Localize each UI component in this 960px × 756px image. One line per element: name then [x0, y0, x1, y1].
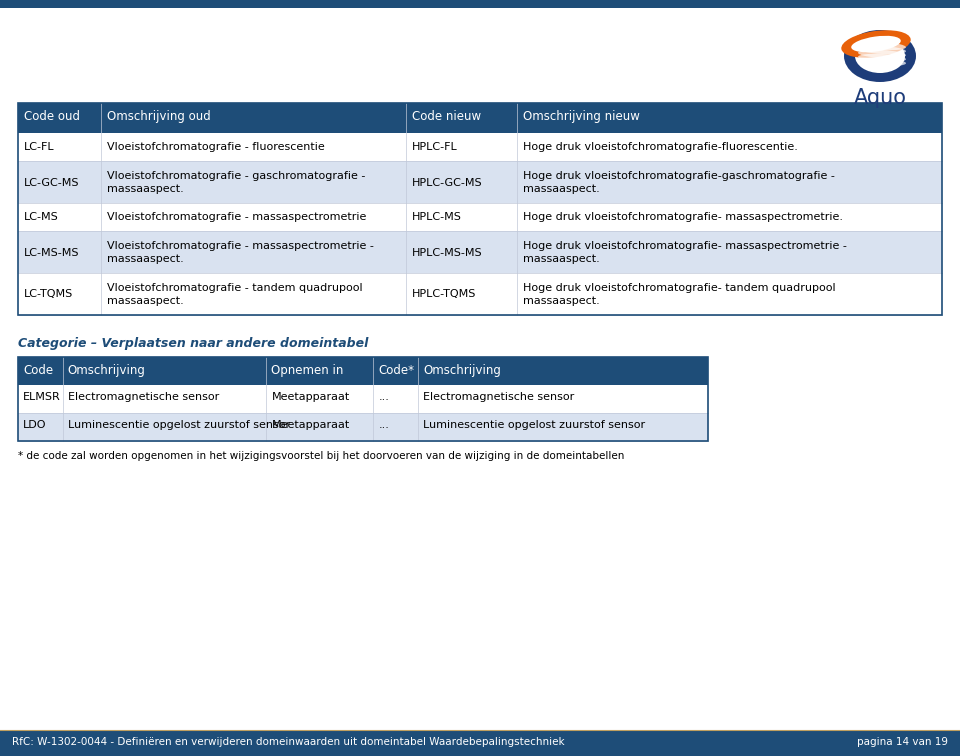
Text: RfC: W-1302-0044 - Definiëren en verwijderen domeinwaarden uit domeintabel Waard: RfC: W-1302-0044 - Definiëren en verwijd… — [12, 737, 564, 747]
Text: massaaspect.: massaaspect. — [523, 184, 600, 194]
Bar — [18, 133, 942, 161]
Text: LC-TQMS: LC-TQMS — [24, 290, 73, 299]
Text: ELMSR: ELMSR — [23, 392, 60, 402]
Text: massaaspect.: massaaspect. — [108, 254, 184, 264]
Text: Luminescentie opgelost zuurstof sensor: Luminescentie opgelost zuurstof sensor — [423, 420, 645, 430]
Text: HPLC-MS-MS: HPLC-MS-MS — [412, 247, 483, 258]
Text: pagina 14 van 19: pagina 14 van 19 — [857, 737, 948, 747]
Text: Electromagnetische sensor: Electromagnetische sensor — [68, 392, 219, 402]
Text: HPLC-TQMS: HPLC-TQMS — [412, 290, 476, 299]
Text: massaaspect.: massaaspect. — [523, 254, 600, 264]
Text: LC-GC-MS: LC-GC-MS — [24, 178, 80, 187]
Ellipse shape — [858, 42, 906, 50]
Text: * de code zal worden opgenomen in het wijzigingsvoorstel bij het doorvoeren van : * de code zal worden opgenomen in het wi… — [18, 451, 624, 461]
Bar — [18, 385, 708, 413]
Text: Omschrijving: Omschrijving — [423, 364, 501, 377]
Text: LC-MS-MS: LC-MS-MS — [24, 247, 80, 258]
Text: Hoge druk vloeistofchromatografie-gaschromatografie -: Hoge druk vloeistofchromatografie-gaschr… — [523, 171, 835, 181]
Bar — [18, 357, 708, 385]
Bar — [18, 231, 942, 273]
Text: Vloeistofchromatografie - fluorescentie: Vloeistofchromatografie - fluorescentie — [108, 142, 324, 153]
Text: Meetapparaat: Meetapparaat — [272, 420, 349, 430]
Text: Hoge druk vloeistofchromatografie- tandem quadrupool: Hoge druk vloeistofchromatografie- tande… — [523, 283, 835, 293]
Ellipse shape — [844, 30, 916, 82]
Bar — [18, 413, 708, 441]
Text: Electromagnetische sensor: Electromagnetische sensor — [423, 392, 574, 402]
Text: Hoge druk vloeistofchromatografie- massaspectrometrie -: Hoge druk vloeistofchromatografie- massa… — [523, 241, 847, 251]
Text: massaaspect.: massaaspect. — [108, 184, 184, 194]
Ellipse shape — [858, 46, 906, 54]
Text: Code nieuw: Code nieuw — [412, 110, 481, 123]
Text: Opnemen in: Opnemen in — [272, 364, 344, 377]
Text: Vloeistofchromatografie - tandem quadrupool: Vloeistofchromatografie - tandem quadrup… — [108, 283, 363, 293]
Bar — [18, 103, 942, 133]
Text: Categorie – Verplaatsen naar andere domeintabel: Categorie – Verplaatsen naar andere dome… — [18, 337, 369, 350]
Bar — [18, 273, 942, 315]
Text: HPLC-FL: HPLC-FL — [412, 142, 458, 153]
Text: Code*: Code* — [378, 364, 415, 377]
Bar — [18, 357, 708, 441]
Text: ...: ... — [378, 420, 389, 430]
Text: Omschrijving: Omschrijving — [68, 364, 146, 377]
Bar — [0, 0, 960, 8]
Text: Luminescentie opgelost zuurstof sensor: Luminescentie opgelost zuurstof sensor — [68, 420, 290, 430]
Ellipse shape — [858, 57, 906, 67]
Ellipse shape — [858, 50, 906, 58]
Bar — [18, 203, 942, 231]
Text: massaaspect.: massaaspect. — [108, 296, 184, 306]
Text: Omschrijving nieuw: Omschrijving nieuw — [523, 110, 639, 123]
Text: HPLC-MS: HPLC-MS — [412, 212, 462, 222]
Bar — [0, 730, 960, 756]
Bar — [18, 103, 942, 315]
Text: Vloeistofchromatografie - gaschromatografie -: Vloeistofchromatografie - gaschromatogra… — [108, 171, 366, 181]
Text: ...: ... — [378, 392, 389, 402]
Ellipse shape — [855, 39, 905, 73]
Bar — [18, 161, 942, 203]
Text: Vloeistofchromatografie - massaspectrometrie -: Vloeistofchromatografie - massaspectrome… — [108, 241, 374, 251]
Text: Meetapparaat: Meetapparaat — [272, 392, 349, 402]
Text: massaaspect.: massaaspect. — [523, 296, 600, 306]
Text: Code: Code — [23, 364, 53, 377]
Text: Aquo: Aquo — [853, 88, 906, 108]
Ellipse shape — [841, 30, 911, 57]
Text: HPLC-GC-MS: HPLC-GC-MS — [412, 178, 483, 187]
Text: Hoge druk vloeistofchromatografie-fluorescentie.: Hoge druk vloeistofchromatografie-fluore… — [523, 142, 798, 153]
Text: LDO: LDO — [23, 420, 46, 430]
Ellipse shape — [852, 36, 900, 52]
Text: Omschrijving oud: Omschrijving oud — [108, 110, 211, 123]
Ellipse shape — [858, 54, 906, 62]
Text: LC-MS: LC-MS — [24, 212, 59, 222]
Text: Vloeistofchromatografie - massaspectrometrie: Vloeistofchromatografie - massaspectrome… — [108, 212, 367, 222]
Text: LC-FL: LC-FL — [24, 142, 55, 153]
Text: Code oud: Code oud — [24, 110, 80, 123]
Text: Hoge druk vloeistofchromatografie- massaspectrometrie.: Hoge druk vloeistofchromatografie- massa… — [523, 212, 843, 222]
